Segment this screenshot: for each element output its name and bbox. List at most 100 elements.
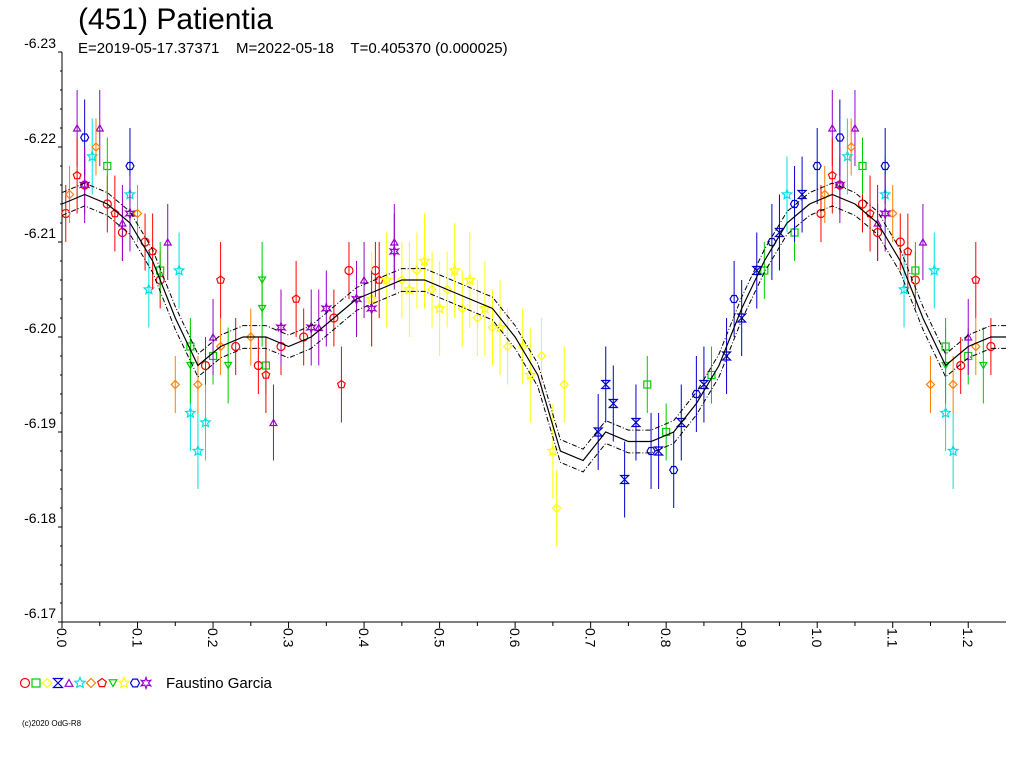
data-point xyxy=(939,406,952,419)
data-point xyxy=(630,417,642,428)
data-point xyxy=(524,368,537,381)
data-point xyxy=(941,361,951,370)
data-point xyxy=(124,206,136,221)
legend-observer-label: Faustino Garcia xyxy=(166,674,272,692)
data-point xyxy=(736,313,748,323)
data-point xyxy=(388,244,401,259)
data-point xyxy=(970,341,981,352)
series-3 xyxy=(396,232,570,546)
x-tick-label: 0.7 xyxy=(583,628,599,648)
chart-subtitle: E=2019-05-17.37371 M=2022-05-18 T=0.4053… xyxy=(78,40,508,57)
x-tick-label: 0.2 xyxy=(205,628,221,648)
data-point xyxy=(789,199,800,209)
x-tick-label: 0.4 xyxy=(356,628,372,648)
data-point xyxy=(925,379,936,390)
data-point xyxy=(396,275,407,285)
data-point xyxy=(216,275,226,284)
data-point xyxy=(95,123,105,132)
series-9 xyxy=(185,242,988,404)
data-point xyxy=(80,133,90,142)
data-point xyxy=(646,446,656,456)
y-tick-label: -6.18 xyxy=(24,510,56,526)
data-point xyxy=(257,276,267,285)
data-point xyxy=(110,208,120,218)
data-point xyxy=(835,133,845,142)
data-point xyxy=(857,199,868,209)
data-point xyxy=(517,341,528,352)
data-point xyxy=(103,161,112,171)
data-point xyxy=(536,351,547,361)
series-5 xyxy=(72,90,973,461)
data-point xyxy=(412,265,422,276)
y-tick-label: -6.17 xyxy=(24,605,56,621)
legend-symbol-triangle-down xyxy=(108,679,118,688)
legend-symbol-hourglass xyxy=(52,677,64,689)
data-point xyxy=(170,379,181,390)
data-point xyxy=(418,254,431,267)
data-point xyxy=(163,237,173,246)
series-12 xyxy=(78,147,892,366)
legend-symbol-circle xyxy=(19,677,31,689)
data-point xyxy=(191,444,205,457)
data-point xyxy=(948,379,958,390)
data-point xyxy=(812,161,822,171)
data-point xyxy=(698,379,710,390)
data-point xyxy=(350,292,363,306)
x-tick-label: 1.0 xyxy=(809,628,825,648)
data-point xyxy=(193,379,203,390)
x-tick-label: 1.2 xyxy=(960,628,976,648)
data-point xyxy=(487,322,498,333)
data-point xyxy=(827,170,837,180)
y-tick-label: -6.21 xyxy=(24,225,56,241)
x-tick-label: 0.5 xyxy=(432,628,448,648)
data-point xyxy=(344,265,354,276)
data-point xyxy=(380,273,393,286)
data-point xyxy=(691,389,702,399)
data-point xyxy=(880,161,890,171)
series-6 xyxy=(86,118,960,489)
legend-symbol-pentagon xyxy=(96,677,108,688)
data-point xyxy=(946,444,960,457)
copyright-credit: (c)2020 OdG-R8 xyxy=(22,719,82,728)
data-point xyxy=(918,237,928,246)
data-point xyxy=(600,379,612,390)
y-tick-label: -6.20 xyxy=(24,320,56,336)
y-tick-label: -6.23 xyxy=(24,35,56,51)
data-point xyxy=(833,178,846,192)
x-tick-label: 1.1 xyxy=(885,628,901,648)
data-point xyxy=(928,263,941,276)
data-point xyxy=(850,123,860,132)
data-point xyxy=(729,294,739,304)
legend-symbols xyxy=(19,675,153,691)
data-point xyxy=(336,379,346,389)
data-point xyxy=(125,161,135,171)
data-point xyxy=(873,218,883,227)
data-point xyxy=(493,320,507,333)
series-4 xyxy=(592,156,808,518)
axes: -6.23 -6.22 -6.21 -6.20 -6.19 -6.18 -6.17 0.0 0.… xyxy=(24,35,1006,648)
x-tick-label: 0.8 xyxy=(658,628,674,648)
legend-symbol-diamond xyxy=(85,677,97,689)
data-point xyxy=(200,360,211,371)
data-point xyxy=(433,301,446,314)
y-tick-label: -6.22 xyxy=(24,130,56,146)
legend-symbol-square xyxy=(31,678,41,688)
data-point xyxy=(472,313,483,323)
series-2 xyxy=(103,137,973,461)
legend-symbol-star6 xyxy=(139,675,153,691)
data-point xyxy=(796,189,808,200)
data-point xyxy=(760,266,769,275)
legend-symbol-star xyxy=(117,675,131,689)
data-point xyxy=(592,427,604,437)
data-point xyxy=(91,142,101,152)
fit-band-lower xyxy=(61,205,1006,473)
data-point xyxy=(956,360,966,371)
data-point xyxy=(448,263,462,276)
x-tick-label: 0.1 xyxy=(130,628,146,648)
legend: Faustino Garcia xyxy=(18,672,272,694)
data-point xyxy=(463,273,477,286)
data-point xyxy=(329,313,339,323)
x-tick-label: 0.6 xyxy=(507,628,523,648)
data-point xyxy=(117,218,127,227)
